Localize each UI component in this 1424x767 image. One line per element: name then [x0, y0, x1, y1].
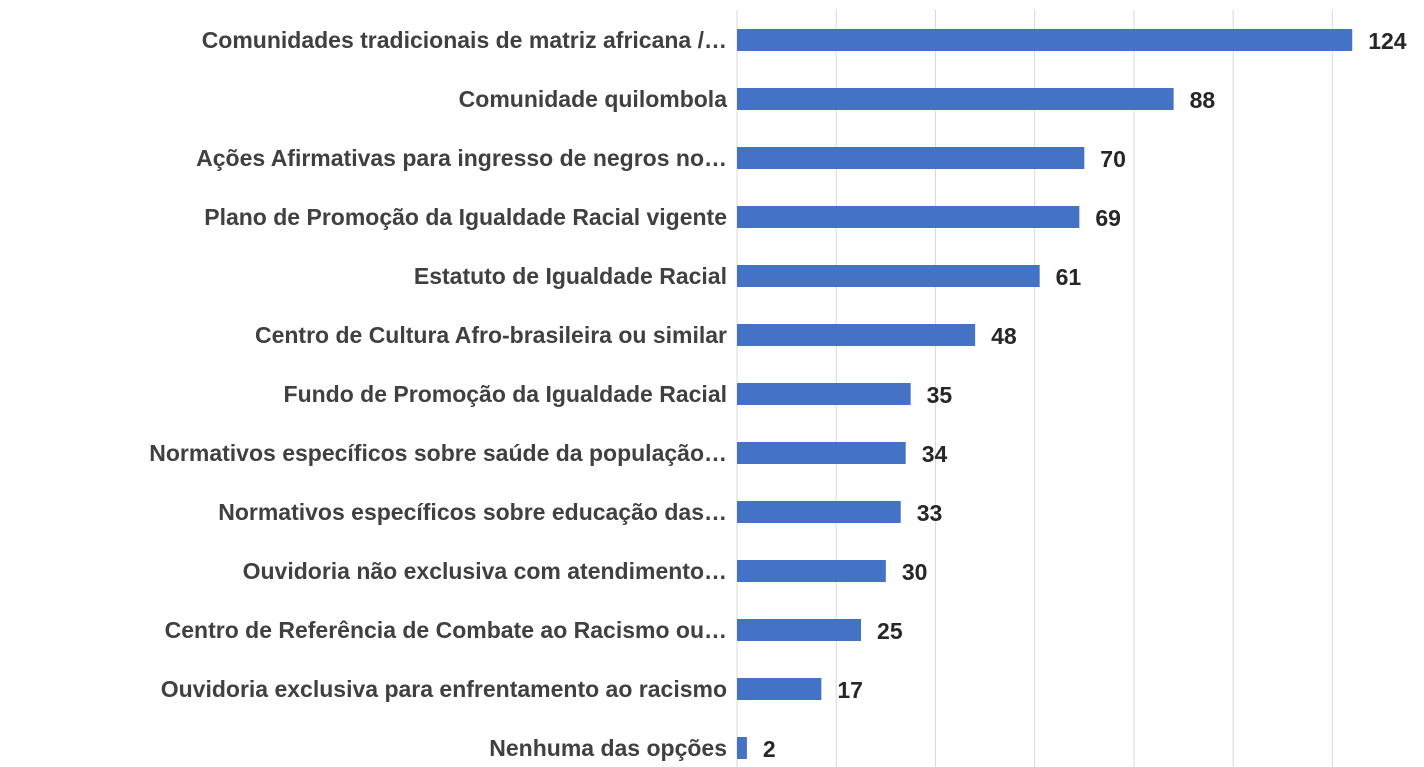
category-label: Ouvidoria exclusiva para enfrentamento a…: [161, 676, 727, 702]
category-label: Centro de Referência de Combate ao Racis…: [165, 617, 727, 643]
category-label: Ouvidoria não exclusiva com atendimento…: [243, 558, 727, 584]
value-label: 88: [1190, 87, 1216, 113]
category-label: Estatuto de Igualdade Racial: [414, 263, 727, 289]
bar: [737, 383, 911, 405]
category-label: Normativos específicos sobre saúde da po…: [149, 440, 727, 466]
category-label: Normativos específicos sobre educação da…: [218, 499, 727, 525]
category-label: Fundo de Promoção da Igualdade Racial: [284, 381, 727, 407]
value-label: 17: [837, 677, 863, 703]
bar: [737, 206, 1080, 228]
category-label: Nenhuma das opções: [489, 735, 727, 761]
bar: [737, 678, 822, 700]
value-label: 124: [1368, 28, 1407, 54]
bar: [737, 88, 1174, 110]
bar: [737, 265, 1040, 287]
value-label: 61: [1056, 264, 1082, 290]
value-label: 2: [763, 736, 776, 762]
bar: [737, 324, 976, 346]
value-label: 69: [1095, 205, 1121, 231]
value-label: 35: [927, 382, 953, 408]
value-label: 48: [991, 323, 1017, 349]
category-label: Plano de Promoção da Igualdade Racial vi…: [204, 204, 727, 230]
value-label: 25: [877, 618, 903, 644]
bar: [737, 737, 747, 759]
category-label: Comunidade quilombola: [459, 86, 728, 112]
bar: [737, 29, 1353, 51]
bar: [737, 619, 862, 641]
bar: [737, 442, 906, 464]
bar: [737, 147, 1085, 169]
bar: [737, 501, 901, 523]
bar: [737, 560, 886, 582]
value-label: 70: [1100, 146, 1126, 172]
value-label: 30: [902, 559, 928, 585]
category-label: Ações Afirmativas para ingresso de negro…: [196, 145, 727, 171]
category-label: Centro de Cultura Afro-brasileira ou sim…: [255, 322, 727, 348]
value-label: 33: [917, 500, 943, 526]
category-label: Comunidades tradicionais de matriz afric…: [202, 27, 727, 53]
value-label: 34: [922, 441, 948, 467]
